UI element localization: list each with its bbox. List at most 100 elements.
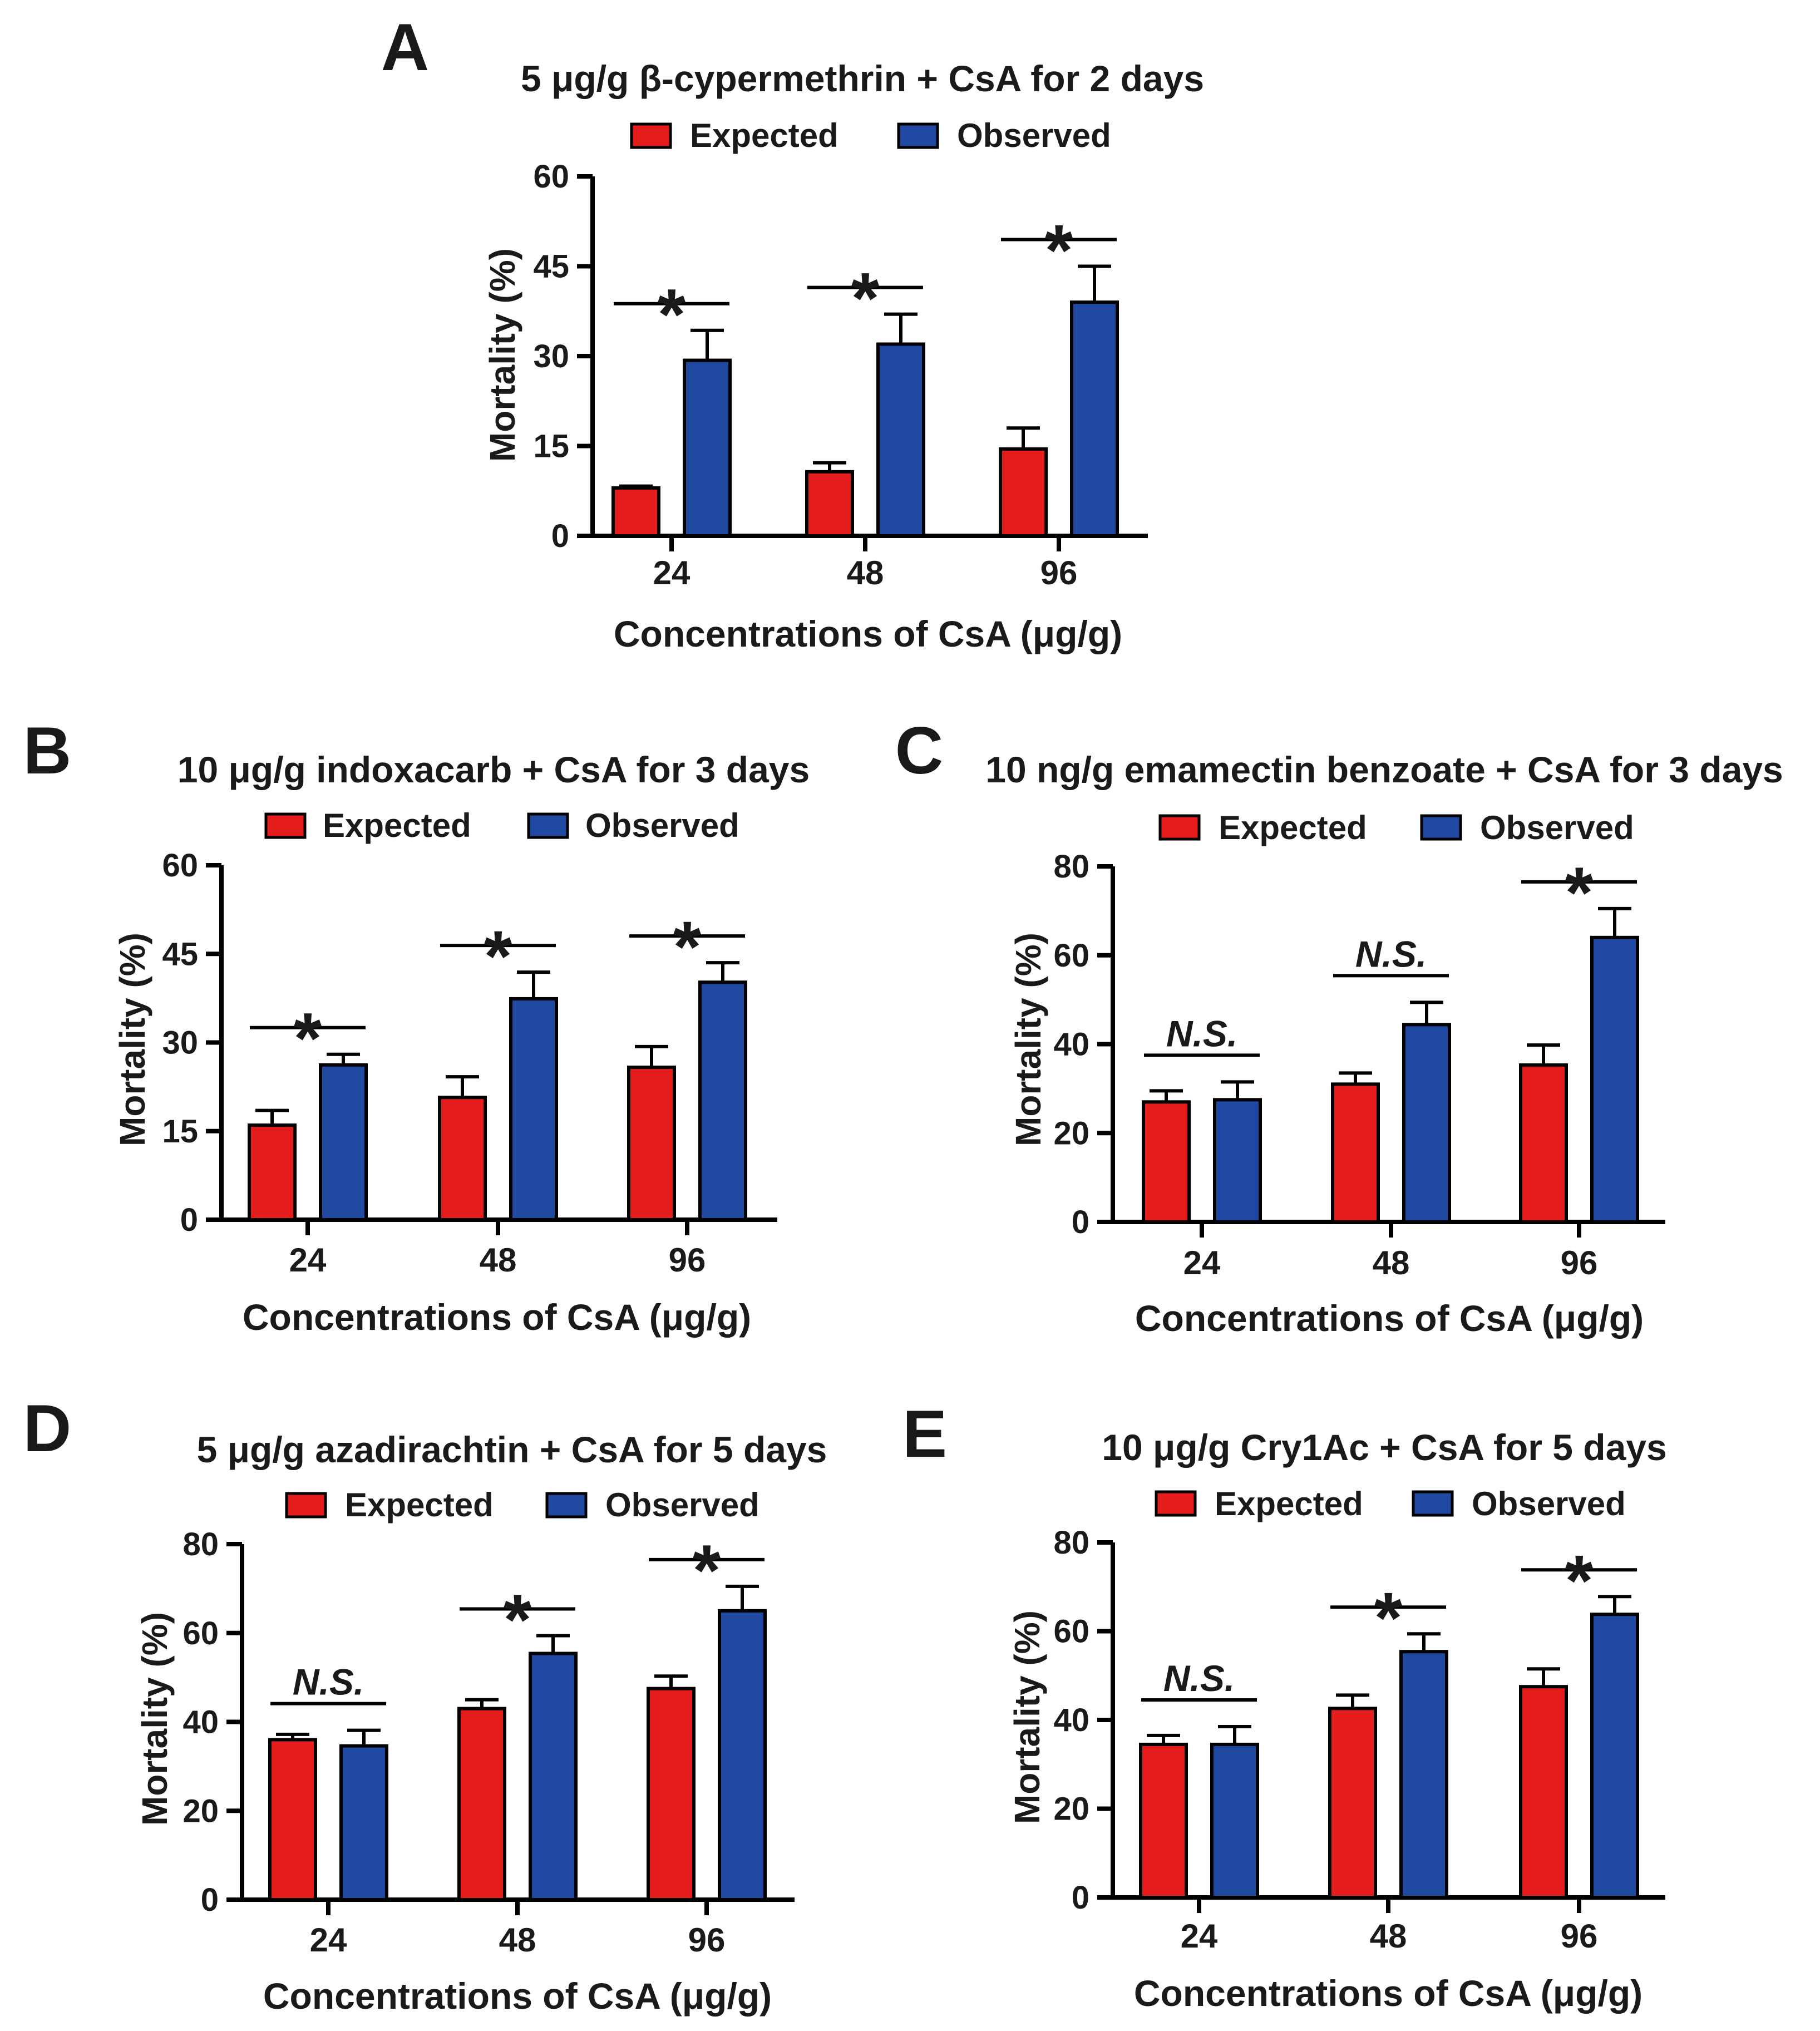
legend-label-expected-b: Expected — [323, 807, 471, 844]
bar-observed — [876, 342, 925, 538]
significance-label: N.S. — [293, 1662, 364, 1703]
significance-label: * — [1565, 1540, 1594, 1621]
x-tick-label: 48 — [1373, 1244, 1410, 1281]
plot-area-d: 0 20 40 60 80 24 N.S. 48 * 96 * — [183, 1526, 795, 1959]
y-tick-label: 80 — [1053, 849, 1089, 885]
significance-label: N.S. — [1163, 1658, 1235, 1699]
y-axis-label-c: Mortality (%) — [1008, 933, 1048, 1146]
bar-expected — [627, 1066, 676, 1221]
bar-expected — [647, 1687, 696, 1901]
chart-title-b: 10 μg/g indoxacarb + CsA for 3 days — [177, 749, 810, 790]
bar-expected — [805, 470, 854, 538]
significance-label: * — [693, 1530, 721, 1611]
significance-label: * — [484, 915, 512, 997]
panel-d: D 5 μg/g azadirachtin + CsA for 5 days E… — [23, 1391, 827, 2017]
y-tick-label: 20 — [1053, 1791, 1089, 1827]
x-tick-label: 24 — [653, 554, 690, 591]
x-axis-label-d: Concentrations of CsA (μg/g) — [263, 1975, 772, 2017]
y-tick-label: 80 — [183, 1526, 219, 1562]
legend-swatch-observed-a — [897, 122, 939, 149]
bar-expected — [1328, 1707, 1377, 1899]
bar-observed — [1402, 1023, 1451, 1224]
panel-label-b: B — [23, 713, 72, 788]
y-tick-label: 45 — [533, 249, 569, 285]
bar-observed — [683, 358, 732, 538]
x-tick-label: 24 — [289, 1241, 327, 1279]
legend-label-expected-d: Expected — [345, 1486, 494, 1524]
significance-label: * — [658, 274, 686, 355]
y-tick-label: 0 — [180, 1202, 198, 1238]
x-tick-label: 24 — [1183, 1244, 1221, 1281]
y-tick-label: 0 — [1072, 1204, 1089, 1240]
legend-swatch-observed-c — [1420, 814, 1462, 841]
y-tick-label: 30 — [533, 338, 569, 374]
bar-observed — [1590, 935, 1639, 1224]
bar-expected — [999, 447, 1048, 538]
legend-label-expected-a: Expected — [690, 117, 839, 154]
significance-label: N.S. — [1355, 933, 1427, 974]
chart-title-e: 10 μg/g Cry1Ac + CsA for 5 days — [1102, 1427, 1667, 1468]
plot-area-c: 0 20 40 60 80 24 N.S. 48 N.S. 96 * — [1053, 849, 1665, 1281]
x-tick-label: 96 — [1561, 1244, 1598, 1281]
x-tick-label: 96 — [688, 1921, 726, 1959]
y-tick-label: 15 — [162, 1113, 198, 1150]
legend-swatch-observed-b — [527, 812, 569, 839]
x-tick-label: 48 — [847, 554, 884, 591]
legend-d: Expected Observed — [285, 1486, 759, 1524]
bar-expected — [248, 1123, 297, 1221]
chart-title-c: 10 ng/g emamectin benzoate + CsA for 3 d… — [985, 749, 1783, 790]
significance-label: * — [1565, 852, 1594, 933]
panel-label-d: D — [23, 1391, 72, 1466]
significance-label: * — [1374, 1577, 1403, 1658]
significance-label: * — [294, 998, 322, 1079]
bar-observed — [1399, 1650, 1448, 1900]
legend-label-observed-a: Observed — [957, 117, 1111, 154]
y-tick-label: 40 — [183, 1704, 219, 1741]
legend-swatch-expected-e — [1155, 1490, 1197, 1517]
y-tick-label: 60 — [533, 159, 569, 195]
x-tick-label: 48 — [480, 1241, 517, 1279]
bar-expected — [1519, 1063, 1568, 1224]
legend-label-observed-c: Observed — [1480, 809, 1634, 846]
y-axis-label-b: Mortality (%) — [112, 933, 152, 1146]
bar-observed — [339, 1744, 388, 1902]
panel-a: A 5 μg/g β-cypermethrin + CsA for 2 days… — [381, 10, 1204, 654]
legend-a: Expected Observed — [630, 117, 1111, 154]
legend-e: Expected Observed — [1155, 1485, 1626, 1522]
panel-c: C 10 ng/g emamectin benzoate + CsA for 3… — [895, 713, 1783, 1339]
y-axis-label-a: Mortality (%) — [482, 248, 522, 462]
bar-expected — [268, 1738, 317, 1901]
bar-expected — [1142, 1100, 1191, 1224]
y-tick-label: 60 — [1053, 938, 1089, 974]
y-tick-label: 60 — [162, 847, 198, 884]
bar-expected — [611, 486, 660, 538]
x-axis-label-e: Concentrations of CsA (μg/g) — [1134, 1973, 1643, 2014]
chart-title-d: 5 μg/g azadirachtin + CsA for 5 days — [197, 1429, 827, 1470]
y-tick-label: 20 — [1053, 1115, 1089, 1151]
y-tick-label: 40 — [1053, 1702, 1089, 1738]
significance-label: * — [851, 258, 880, 339]
y-tick-label: 0 — [551, 518, 569, 554]
panel-e: E 10 μg/g Cry1Ac + CsA for 5 days Expect… — [902, 1397, 1667, 2014]
legend-swatch-expected-c — [1158, 814, 1201, 841]
legend-label-observed-e: Observed — [1472, 1485, 1626, 1522]
bar-expected — [438, 1096, 487, 1221]
plot-area-b: 0 15 30 45 60 24 * 48 * 96 * — [162, 847, 777, 1279]
y-tick-label: 20 — [183, 1793, 219, 1829]
bar-observed — [698, 980, 747, 1221]
x-tick-label: 48 — [499, 1921, 536, 1959]
bar-observed — [529, 1652, 578, 1901]
y-axis-label-e: Mortality (%) — [1007, 1610, 1047, 1824]
legend-b: Expected Observed — [264, 807, 739, 844]
significance-label: * — [1045, 210, 1073, 291]
y-tick-label: 60 — [183, 1615, 219, 1652]
legend-label-observed-b: Observed — [585, 807, 739, 844]
y-tick-label: 80 — [1053, 1525, 1089, 1561]
bar-observed — [1210, 1742, 1259, 1900]
legend-label-expected-e: Expected — [1215, 1485, 1363, 1522]
bar-observed — [319, 1063, 368, 1222]
significance-label: * — [504, 1579, 532, 1660]
x-tick-label: 24 — [310, 1921, 347, 1959]
x-tick-label: 96 — [669, 1241, 706, 1279]
